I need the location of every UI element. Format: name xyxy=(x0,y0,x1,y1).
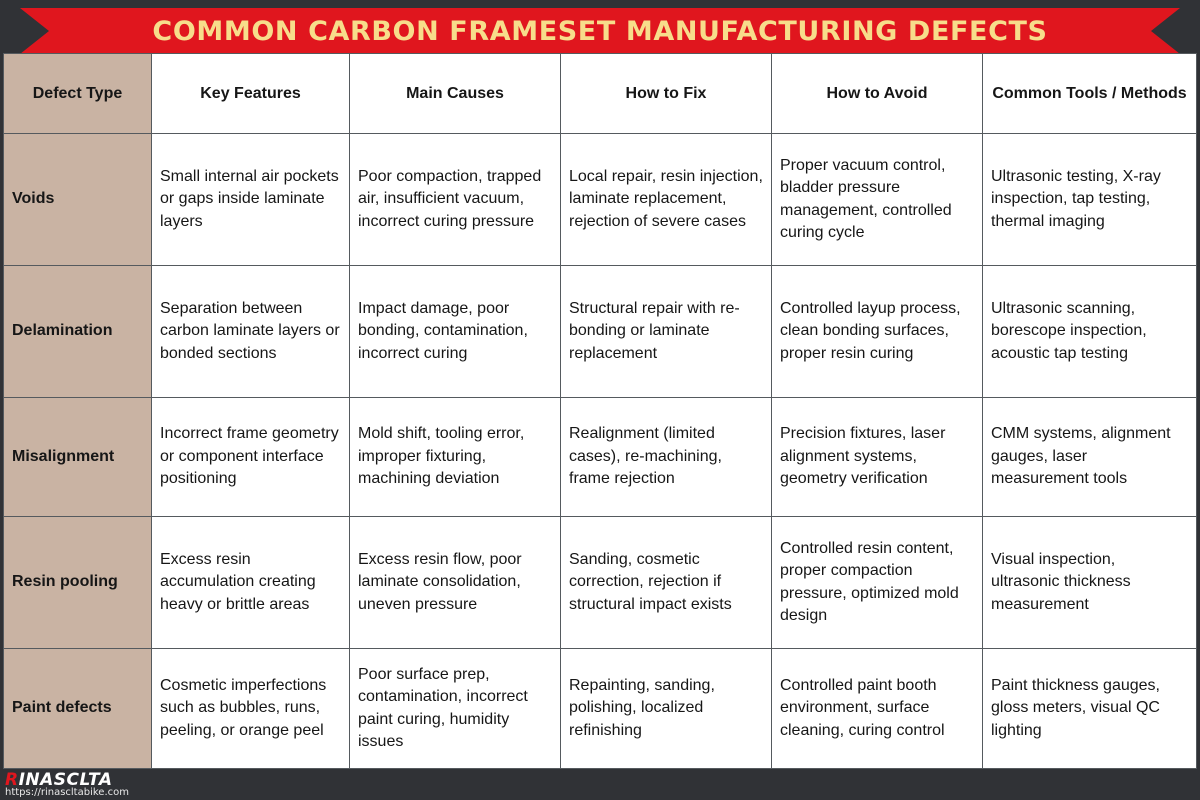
column-header: Main Causes xyxy=(349,53,561,134)
brand-logo-initial: R xyxy=(5,770,19,790)
tools-methods-cell: Ultrasonic testing, X-ray inspection, ta… xyxy=(982,133,1197,266)
defects-table: Defect Type Key Features Main Causes How… xyxy=(3,53,1197,769)
brand-logo-text: INASCLTA xyxy=(18,770,113,790)
column-header: How to Avoid xyxy=(771,53,983,134)
main-causes-cell: Poor surface prep, contamination, incorr… xyxy=(349,648,561,769)
tools-methods-cell: Paint thickness gauges, gloss meters, vi… xyxy=(982,648,1197,769)
defect-type-cell: Delamination xyxy=(3,265,152,398)
main-causes-cell: Poor compaction, trapped air, insufficie… xyxy=(349,133,561,266)
key-features-cell: Cosmetic imperfections such as bubbles, … xyxy=(151,648,350,769)
tools-methods-cell: Ultrasonic scanning, borescope inspectio… xyxy=(982,265,1197,398)
key-features-cell: Small internal air pockets or gaps insid… xyxy=(151,133,350,266)
how-to-avoid-cell: Proper vacuum control, bladder pressure … xyxy=(771,133,983,266)
table-row: Voids Small internal air pockets or gaps… xyxy=(3,133,1197,266)
table-row: Misalignment Incorrect frame geometry or… xyxy=(3,397,1197,517)
how-to-fix-cell: Structural repair with re-bonding or lam… xyxy=(560,265,772,398)
main-causes-cell: Impact damage, poor bonding, contaminati… xyxy=(349,265,561,398)
tools-methods-cell: Visual inspection, ultrasonic thickness … xyxy=(982,516,1197,649)
how-to-fix-cell: Sanding, cosmetic correction, rejection … xyxy=(560,516,772,649)
defect-type-cell: Misalignment xyxy=(3,397,152,517)
how-to-avoid-cell: Controlled resin content, proper compact… xyxy=(771,516,983,649)
column-header: Key Features xyxy=(151,53,350,134)
defect-type-cell: Resin pooling xyxy=(3,516,152,649)
table-header-row: Defect Type Key Features Main Causes How… xyxy=(3,53,1197,134)
how-to-fix-cell: Local repair, resin injection, laminate … xyxy=(560,133,772,266)
how-to-avoid-cell: Controlled layup process, clean bonding … xyxy=(771,265,983,398)
defect-type-cell: Voids xyxy=(3,133,152,266)
key-features-cell: Separation between carbon laminate layer… xyxy=(151,265,350,398)
defect-type-cell: Paint defects xyxy=(3,648,152,769)
main-causes-cell: Mold shift, tooling error, improper fixt… xyxy=(349,397,561,517)
title-banner: COMMON CARBON FRAMESET MANUFACTURING DEF… xyxy=(20,8,1180,54)
table-row: Resin pooling Excess resin accumulation … xyxy=(3,516,1197,649)
how-to-fix-cell: Repainting, sanding, polishing, localize… xyxy=(560,648,772,769)
how-to-avoid-cell: Controlled paint booth environment, surf… xyxy=(771,648,983,769)
key-features-cell: Excess resin accumulation creating heavy… xyxy=(151,516,350,649)
table-row: Delamination Separation between carbon l… xyxy=(3,265,1197,398)
how-to-avoid-cell: Precision fixtures, laser alignment syst… xyxy=(771,397,983,517)
how-to-fix-cell: Realignment (limited cases), re-machinin… xyxy=(560,397,772,517)
table-row: Paint defects Cosmetic imperfections suc… xyxy=(3,648,1197,769)
brand-logo: RINASCLTA xyxy=(5,770,112,790)
tools-methods-cell: CMM systems, alignment gauges, laser mea… xyxy=(982,397,1197,517)
column-header: Defect Type xyxy=(3,53,152,134)
page-title: COMMON CARBON FRAMESET MANUFACTURING DEF… xyxy=(152,15,1048,47)
column-header: How to Fix xyxy=(560,53,772,134)
key-features-cell: Incorrect frame geometry or component in… xyxy=(151,397,350,517)
main-causes-cell: Excess resin flow, poor laminate consoli… xyxy=(349,516,561,649)
column-header: Common Tools / Methods xyxy=(982,53,1197,134)
website-url: https://rinascltabike.com xyxy=(5,787,129,798)
